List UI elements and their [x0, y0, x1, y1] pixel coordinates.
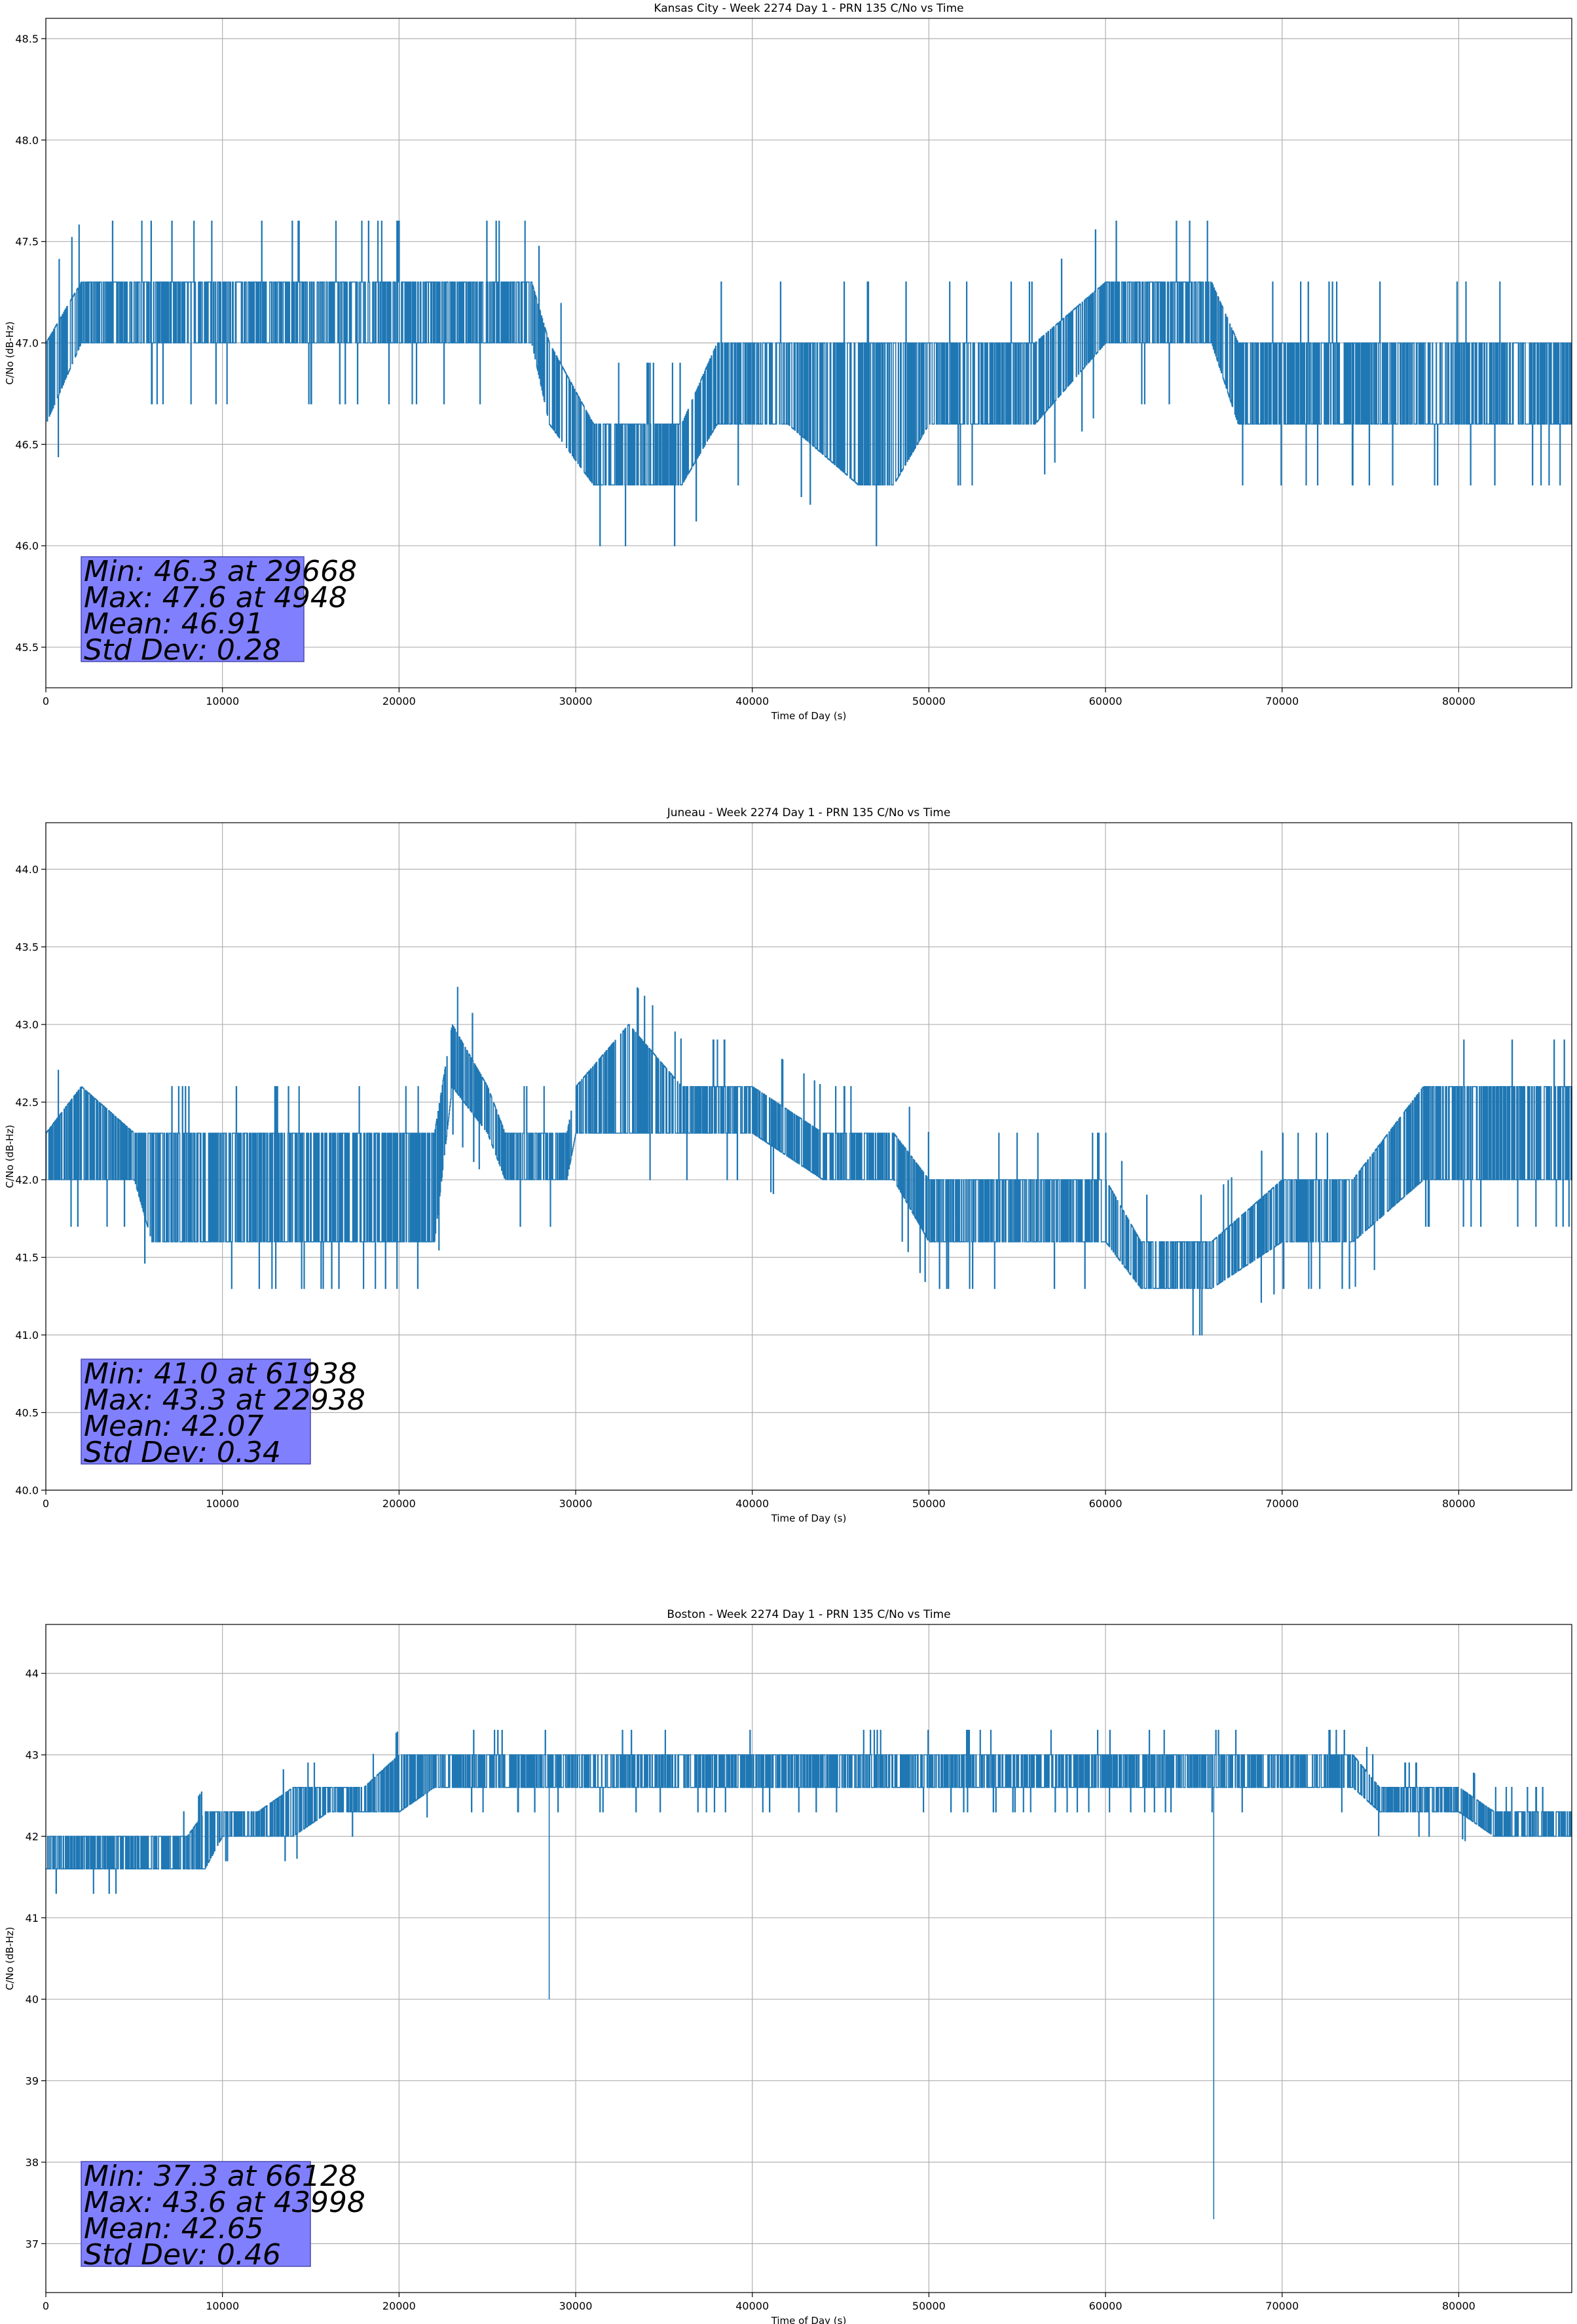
stats-line: Std Dev: 0.28	[84, 633, 281, 667]
x-tick-label: 80000	[1442, 1497, 1475, 1510]
x-tick-label: 40000	[735, 695, 769, 707]
y-tick-label: 39	[26, 2075, 39, 2088]
y-tick-label: 42	[26, 1830, 39, 1843]
axes-frame	[45, 822, 1572, 1491]
x-tick-label: 70000	[1265, 2300, 1299, 2312]
x-tick-label: 80000	[1442, 2300, 1475, 2312]
x-tick-label: 80000	[1442, 695, 1475, 707]
y-tick-label: 43.0	[15, 1019, 39, 1031]
x-tick-label: 0	[43, 2300, 49, 2312]
y-axis-label: C/No (dB-Hz)	[4, 1927, 16, 1991]
x-tick-label: 0	[43, 695, 49, 707]
y-tick-label: 47.0	[15, 337, 39, 350]
chart-title: Juneau - Week 2274 Day 1 - PRN 135 C/No …	[667, 806, 951, 819]
series-line	[45, 986, 1572, 1336]
x-tick-label: 10000	[206, 1497, 239, 1510]
y-axis-label: C/No (dB-Hz)	[4, 1125, 16, 1188]
x-tick-label: 30000	[559, 1497, 593, 1510]
y-tick-label: 41	[26, 1912, 39, 1924]
x-tick-label: 30000	[559, 2300, 593, 2312]
x-tick-label: 0	[43, 1497, 49, 1510]
y-tick-label: 44	[26, 1668, 39, 1680]
stats-box	[81, 2161, 311, 2267]
x-tick-label: 10000	[206, 2300, 239, 2312]
y-tick-label: 45.5	[15, 641, 39, 654]
y-tick-label: 41.0	[15, 1329, 39, 1341]
stats-box	[81, 1359, 311, 1465]
chart-title: Kansas City - Week 2274 Day 1 - PRN 135 …	[654, 2, 963, 15]
x-tick-label: 60000	[1089, 695, 1122, 707]
x-axis-label: Time of Day (s)	[771, 710, 847, 722]
x-axis-label: Time of Day (s)	[771, 1512, 847, 1524]
x-tick-label: 50000	[912, 695, 946, 707]
y-tick-label: 40.5	[15, 1407, 39, 1419]
x-tick-label: 40000	[735, 2300, 769, 2312]
x-tick-label: 40000	[735, 1497, 769, 1510]
subplot-1: 0 10000 20000 30000 40000 50000 60000 70000 8000…	[4, 2, 1572, 722]
y-tick-label: 40	[26, 1993, 39, 2006]
x-axis-label: Time of Day (s)	[771, 2315, 847, 2324]
y-tick-label: 42.0	[15, 1174, 39, 1186]
x-tick-label: 60000	[1089, 1497, 1122, 1510]
series-line	[45, 220, 1572, 546]
stats-box	[81, 556, 305, 662]
stats-line: Std Dev: 0.34	[84, 1436, 281, 1469]
stats-line: Mean: 46.91	[84, 607, 264, 641]
x-tick-label: 20000	[382, 1497, 416, 1510]
stats-line: Min: 41.0 at 61938	[84, 1357, 357, 1391]
y-tick-label: 48.0	[15, 134, 39, 147]
x-tick-label: 30000	[559, 695, 593, 707]
axes-frame	[45, 18, 1572, 688]
stats-line: Mean: 42.07	[84, 1410, 264, 1443]
chart-title: Boston - Week 2274 Day 1 - PRN 135 C/No …	[667, 1608, 950, 1621]
y-tick-label: 43.5	[15, 941, 39, 954]
y-tick-label: 41.5	[15, 1252, 39, 1264]
subplot-3: 0 10000 20000 30000 40000 50000 60000 70000 8000…	[4, 1608, 1572, 2324]
subplot-2: 0 10000 20000 30000 40000 50000 60000 70000 8000…	[4, 806, 1572, 1524]
stats-line: Min: 37.3 at 66128	[84, 2160, 357, 2193]
x-tick-label: 10000	[206, 695, 239, 707]
x-tick-label: 70000	[1265, 1497, 1299, 1510]
y-tick-label: 37	[26, 2238, 39, 2250]
stats-line: Max: 43.6 at 43998	[84, 2186, 365, 2219]
y-tick-label: 48.5	[15, 33, 39, 45]
series-line	[46, 1729, 1572, 2219]
x-tick-label: 60000	[1089, 2300, 1122, 2312]
y-tick-label: 44.0	[15, 863, 39, 876]
y-tick-label: 47.5	[15, 236, 39, 248]
axes-frame	[45, 1624, 1572, 2293]
stats-line: Max: 47.6 at 4948	[84, 581, 347, 614]
y-tick-label: 46.5	[15, 438, 39, 451]
y-axis-label: C/No (dB-Hz)	[4, 322, 16, 385]
x-tick-label: 70000	[1265, 695, 1299, 707]
x-tick-label: 50000	[912, 2300, 946, 2312]
stats-line: Mean: 42.65	[84, 2212, 264, 2245]
stats-line: Min: 46.3 at 29668	[84, 555, 357, 588]
stats-line: Max: 43.3 at 22938	[84, 1383, 365, 1417]
x-tick-label: 20000	[382, 695, 416, 707]
x-tick-label: 50000	[912, 1497, 946, 1510]
stats-line: Std Dev: 0.46	[84, 2238, 281, 2272]
y-tick-label: 40.0	[15, 1484, 39, 1497]
x-tick-label: 20000	[382, 2300, 416, 2312]
y-tick-label: 46.0	[15, 540, 39, 552]
y-tick-label: 38	[26, 2156, 39, 2169]
y-tick-label: 43	[26, 1749, 39, 1761]
y-tick-label: 42.5	[15, 1096, 39, 1109]
